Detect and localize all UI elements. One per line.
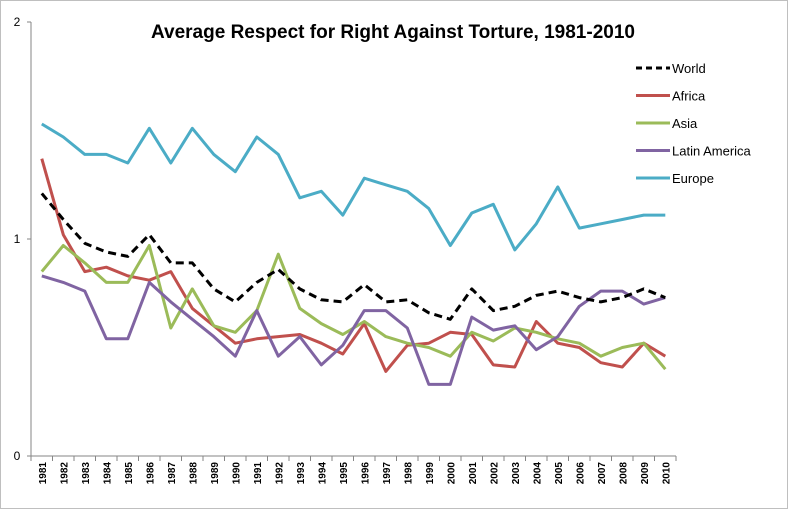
x-tick-label: 2000 [446,462,457,485]
x-axis-ticks: 1981 1982 1983 1984 1985 1986 1987 1988 1989 1990… [30,456,677,485]
y-tick-label: 2 [14,15,21,29]
x-tick-label: 2010 [661,462,672,485]
x-tick-label: 1997 [382,462,393,485]
x-tick-label: 1986 [145,462,156,485]
x-tick-label: 2008 [618,462,629,485]
legend-label: World [672,61,706,76]
series-line-asia [40,244,667,371]
series-line-latin-america [41,274,666,386]
x-tick-label: 1982 [59,462,70,485]
x-tick-label: 1993 [296,462,307,485]
x-tick-label: 1992 [274,462,285,485]
x-tick-label: 2001 [468,462,479,485]
x-tick-label: 1983 [81,462,92,485]
x-tick-label: 1989 [210,462,221,485]
x-tick-label: 2005 [554,462,565,485]
y-tick-label: 0 [14,449,21,463]
x-tick-label: 1998 [403,462,414,485]
x-tick-label: 1985 [124,462,135,485]
y-axis-ticks: 0 1 2 [14,15,31,463]
x-tick-label: 1995 [339,462,350,485]
x-tick-label: 1987 [167,462,178,485]
legend-label: Africa [672,89,706,104]
series-line-europe [41,122,666,252]
x-tick-label: 2006 [575,462,586,485]
x-tick-label: 1988 [188,462,199,485]
axes [30,22,676,457]
series-line-world [40,192,666,321]
x-tick-label: 1991 [253,462,264,485]
series-line-africa [40,158,667,373]
x-tick-label: 2009 [640,462,651,485]
x-tick-label: 2004 [532,462,543,485]
x-tick-label: 1984 [102,462,113,485]
x-tick-label: 1999 [425,462,436,485]
x-tick-label: 2007 [597,462,608,485]
x-tick-label: 1994 [317,462,328,485]
series-lines [40,122,667,386]
x-tick-label: 1981 [38,462,49,485]
y-tick-label: 1 [14,232,21,246]
x-tick-label: 2002 [489,462,500,485]
x-tick-label: 1990 [231,462,242,485]
legend-label: Asia [672,116,698,131]
legend: World Africa Asia Latin America Europe [636,61,752,186]
legend-label: Latin America [672,144,752,159]
x-tick-label: 1996 [360,462,371,485]
chart-title: Average Respect for Right Against Tortur… [151,22,635,43]
x-tick-label: 2003 [511,462,522,485]
legend-label: Europe [672,171,714,186]
